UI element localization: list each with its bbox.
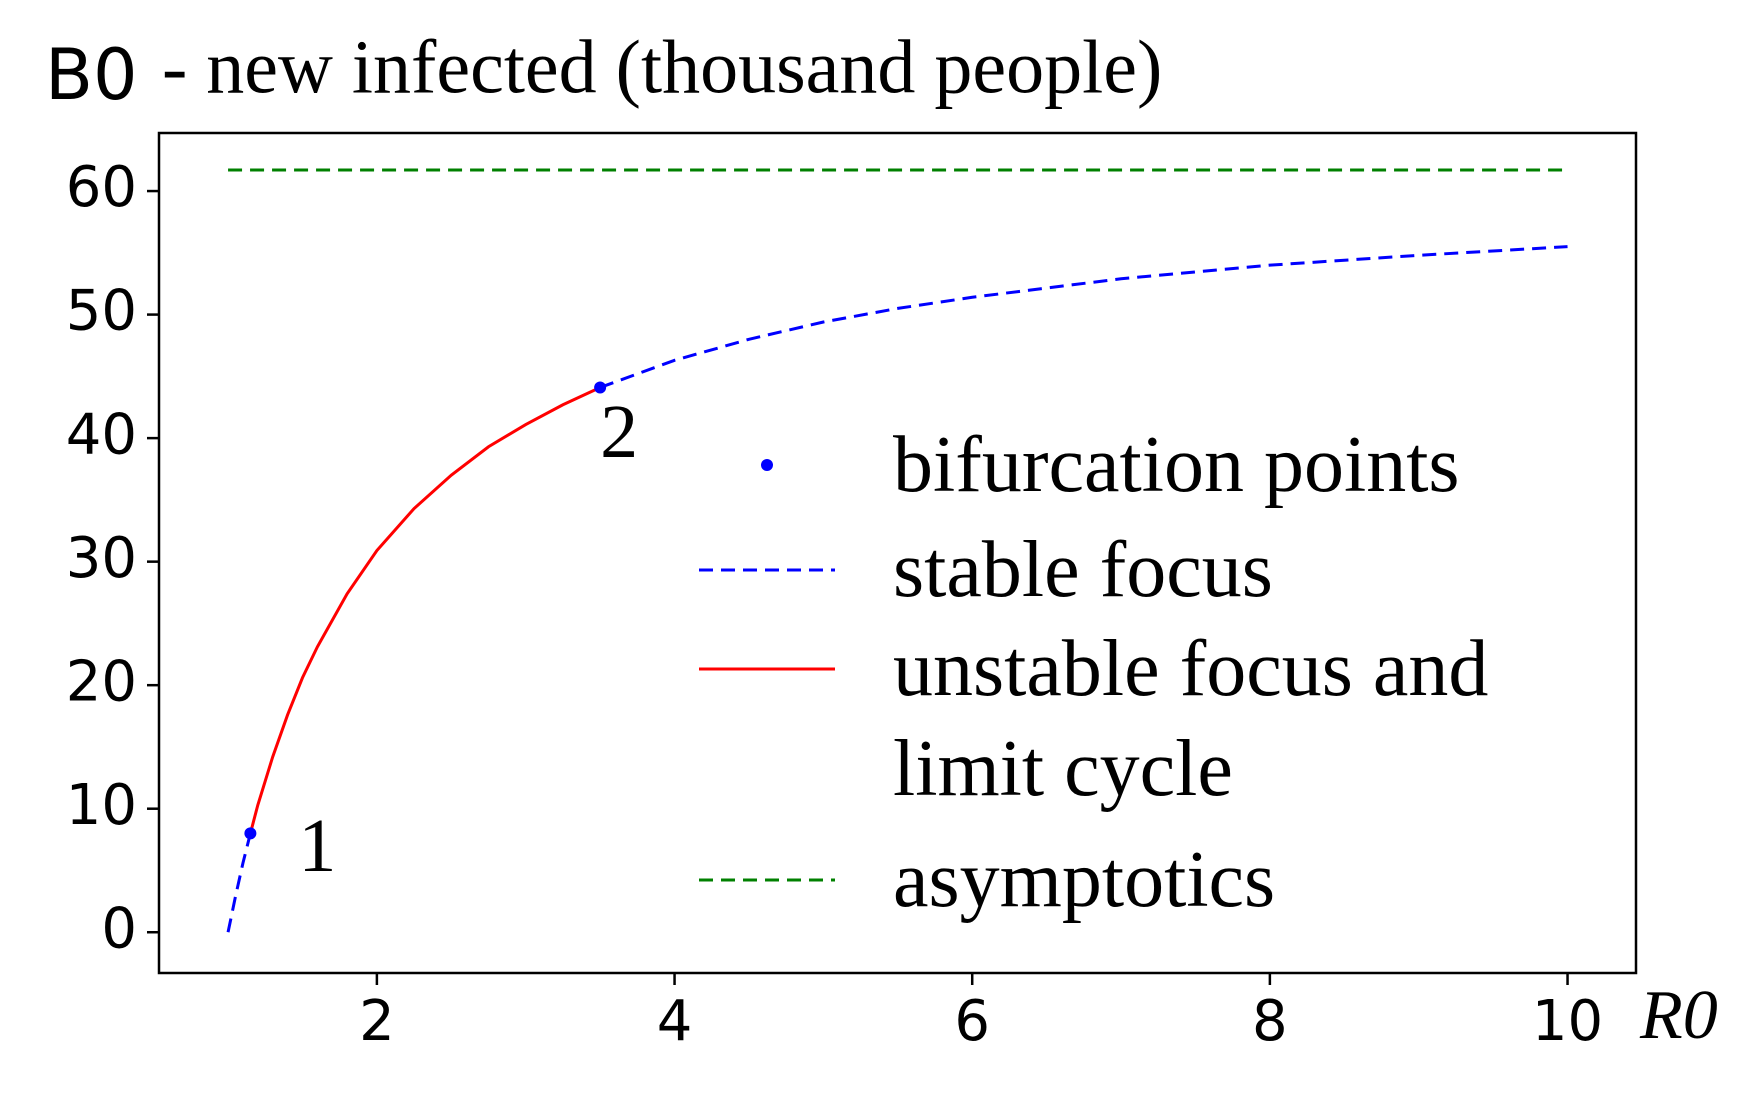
y-axis-label: B0 xyxy=(45,34,138,116)
y-tick-label: 20 xyxy=(66,649,137,714)
y-tick-label: 30 xyxy=(66,526,137,591)
legend-entry: asymptotics xyxy=(697,830,1633,930)
legend-label: asymptotics xyxy=(893,836,1276,924)
point-label: 1 xyxy=(298,804,336,888)
legend-dot xyxy=(761,459,773,471)
x-tick-label: 4 xyxy=(657,989,693,1054)
bifurcation-point xyxy=(244,827,257,840)
legend-marker xyxy=(699,667,835,671)
legend-marker xyxy=(761,459,773,471)
legend-marker xyxy=(699,568,835,572)
y-tick-label: 60 xyxy=(66,155,137,220)
x-tick-label: 2 xyxy=(359,989,395,1054)
x-tick-label: 8 xyxy=(1252,989,1288,1054)
legend-label: bifurcation points xyxy=(893,421,1460,509)
y-tick-label: 50 xyxy=(66,279,137,344)
legend-marker xyxy=(699,878,835,882)
y-tick-label: 40 xyxy=(66,402,137,467)
y-tick-label: 10 xyxy=(66,773,137,838)
x-axis-label: R0 xyxy=(1639,977,1718,1054)
bifurcation-point xyxy=(594,381,607,394)
plot-frame xyxy=(157,131,1638,975)
point-label: 2 xyxy=(600,390,638,474)
x-tick-label: 6 xyxy=(954,989,990,1054)
legend-entry: unstable focus and limit cycle xyxy=(697,619,1633,819)
legend-entry: stable focus xyxy=(697,520,1633,620)
y-tick-label: 0 xyxy=(101,896,137,961)
legend-label: stable focus xyxy=(893,526,1273,614)
series-line xyxy=(248,386,601,834)
legend-entry: bifurcation points xyxy=(697,415,1633,515)
chart-title: - new infected (thousand people) xyxy=(162,25,1162,109)
legend-label: unstable focus and limit cycle xyxy=(893,625,1489,813)
series-line xyxy=(226,245,1568,933)
x-tick-label: 10 xyxy=(1532,989,1603,1054)
